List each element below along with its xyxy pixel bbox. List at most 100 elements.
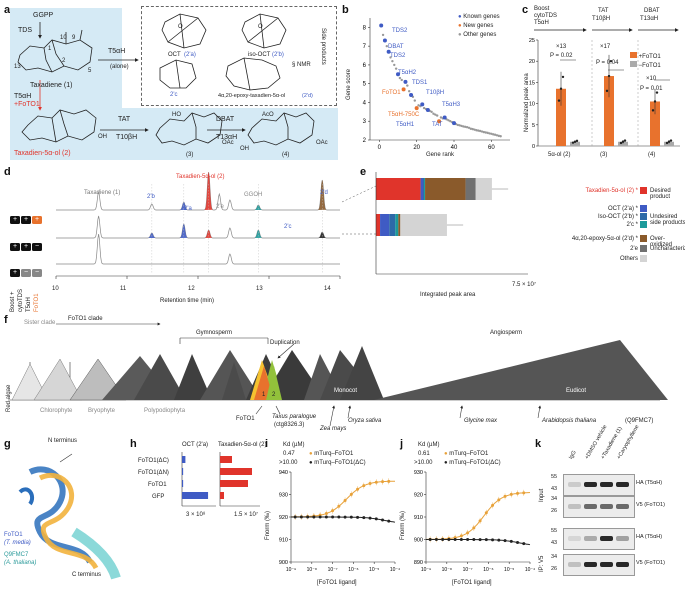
e-xscale: 7.5 × 10⁷ xyxy=(512,282,537,288)
stacked-bar-chart xyxy=(375,172,528,275)
panel-j: j Kd (µM) 0.61 >10.00 ● mTurq–FoTO1 ● mT… xyxy=(400,432,535,591)
gene-t5ah2: T5αH2 xyxy=(398,70,417,76)
h-taxadienol-bar xyxy=(220,480,248,487)
k-mw: 26 xyxy=(551,508,558,514)
b-y-tick-label: 8 xyxy=(363,25,367,31)
g-c-term: C terminus xyxy=(72,572,102,578)
k-band-label: V5 (FoTO1) xyxy=(636,560,665,566)
c-datapoint xyxy=(559,87,563,90)
panel-f: f Sister clade xyxy=(0,314,685,432)
c-datapoint xyxy=(667,140,671,143)
f-fotoi: FoTO1 xyxy=(236,416,255,422)
c-g2-top2: T10βH xyxy=(592,16,611,22)
i-series2: ● mTurq–FoTO1(ΔC) xyxy=(309,460,366,466)
oh-group-2: OH xyxy=(98,134,107,140)
b-point-other-genes xyxy=(477,129,480,132)
e-legend-swatch xyxy=(640,213,647,220)
atom-13: 13 xyxy=(14,64,21,70)
panel-c-label: c xyxy=(522,4,529,16)
b-point-other-genes xyxy=(447,119,450,122)
k-mw: 26 xyxy=(551,566,558,572)
h-bar-chart xyxy=(181,452,260,507)
i-kd2: >10.00 xyxy=(279,460,298,466)
g-q9: Q9FMC7 xyxy=(4,552,29,558)
h-taxadienol-bar xyxy=(220,456,232,463)
t13ah-label: T13αH xyxy=(216,134,238,141)
b-point-other-genes xyxy=(490,132,493,136)
e-bar-segment xyxy=(376,214,381,236)
chart-i-x-tick-label: 10⁻⁸ xyxy=(307,567,317,573)
d-peak-fill xyxy=(254,230,263,238)
e-bar-segment xyxy=(380,214,390,236)
b-point-other-genes xyxy=(458,124,461,127)
b-point-known-genes xyxy=(420,102,425,107)
b-point-other-genes xyxy=(471,127,474,131)
d-tick-14: 14 xyxy=(324,286,331,292)
chart-j-point-fotoi-dc xyxy=(441,538,445,542)
c-g3-top: DBAT xyxy=(644,8,660,14)
d-row-keys-1: + + + xyxy=(10,208,43,226)
c-y-tick-label: 5 xyxy=(532,123,535,129)
o-group-1: O xyxy=(178,24,183,30)
gene-fotoi: FoTO1 xyxy=(382,90,401,96)
f-red-algae: Red algae xyxy=(6,384,12,412)
phylogeny-tree xyxy=(8,322,668,427)
c-fold-2: ×17 xyxy=(600,44,611,50)
f-duplication: Duplication xyxy=(270,340,300,346)
e-bar-segment xyxy=(465,178,476,200)
i-kd-title: Kd (µM) xyxy=(283,442,305,448)
e-legend-swatch xyxy=(640,187,647,194)
e-bar-segment xyxy=(420,178,424,200)
panel-a-label: a xyxy=(4,4,11,16)
chart-i-point-fotoi-dc xyxy=(293,515,297,519)
k-band xyxy=(584,504,597,509)
panel-d: d + + + + + − + − − Boost + cytoTDS T5αH FoTO1… xyxy=(0,164,377,314)
e-legend-item: 2'e xyxy=(630,246,638,252)
chart-i-point-fotoi-dc xyxy=(312,515,316,519)
e-bar-segment xyxy=(425,178,466,200)
panel-b: b 2 3 4 5 6 7 8 0 20 40 60 Gene score Gene rank ● … xyxy=(340,0,520,164)
k-band xyxy=(568,504,581,509)
chart-j-point-fotoi-dc xyxy=(522,542,526,546)
c-p-3: P = 0.01 xyxy=(640,86,663,92)
b-point-other-genes xyxy=(413,99,416,102)
k-band xyxy=(600,504,613,509)
f-zea: Zea mays xyxy=(320,426,347,432)
chart-i-fit-fotoi xyxy=(291,480,395,518)
c-datapoint xyxy=(653,100,657,103)
panel-c: c Boost cytoTDS T5αH TAT T10βH DBAT T13α… xyxy=(520,0,685,164)
c-bar-plus xyxy=(604,76,614,146)
e-bar-segment xyxy=(475,178,492,200)
chart-j-point-fotoi-dc xyxy=(516,540,520,544)
f-fotoi-clade: FoTO1 clade xyxy=(68,316,103,322)
c-y-tick-label: 15 xyxy=(529,80,535,86)
e-legend-group: Desired product xyxy=(650,188,671,200)
f-taxus-id: (ctg8326.3) xyxy=(274,422,305,428)
c2c-label: 2'c xyxy=(170,92,178,98)
chart-j-y-tick-label: 930 xyxy=(414,470,423,476)
d-peak-ggoh: GGOH xyxy=(244,192,263,198)
k-blot-strip xyxy=(563,474,635,496)
b-y-tick-label: 5 xyxy=(363,82,367,88)
e-legend-item: 2'c * xyxy=(626,222,639,228)
d-row-keys-3: + − − xyxy=(10,261,43,279)
d-tick-11: 11 xyxy=(120,286,127,292)
k-band xyxy=(568,536,581,541)
k-blot-strip xyxy=(563,554,635,576)
b-legend-new: ● New genes xyxy=(458,23,494,29)
b-point-other-genes xyxy=(381,33,385,37)
j-xlabel: [FoTO1 ligand] xyxy=(452,580,492,586)
k-mw: 55 xyxy=(551,474,558,480)
b-point-other-genes xyxy=(417,104,420,107)
c-datapoint xyxy=(619,141,623,145)
e-legend-item: Iso-OCT (2'b) * xyxy=(597,214,638,220)
h-oct-bar xyxy=(182,468,184,475)
e-legend-swatch xyxy=(640,205,647,212)
b-point-other-genes xyxy=(488,132,491,135)
panel-a-blue-background-bottom xyxy=(10,108,338,160)
chart-i-point-fotoi-dc xyxy=(349,515,353,519)
chart-j-x-tick-label: 10⁻⁹ xyxy=(421,567,431,573)
k-blot-strip xyxy=(563,528,635,550)
c-datapoint xyxy=(571,141,575,144)
dbat-label: DBAT xyxy=(216,116,235,123)
